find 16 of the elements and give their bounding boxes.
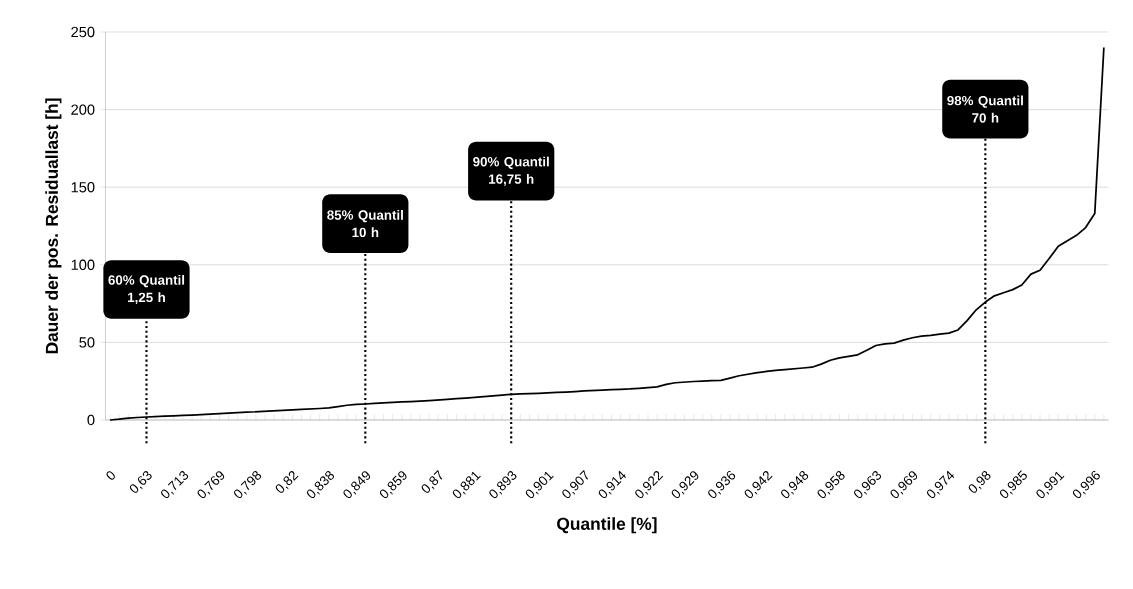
y-tick-label: 0 <box>87 414 95 426</box>
x-tick-label: 0,82 <box>275 471 299 493</box>
x-tick-label: 0 <box>106 471 115 480</box>
y-tick-label: 200 <box>71 104 95 115</box>
x-axis-title: Quantile [%] <box>557 517 657 534</box>
ref-line-label: 85% Quantil 10 h <box>327 209 403 238</box>
ref-line-label: 60% Quantil 1,25 h <box>108 274 185 305</box>
y-axis-title: Dauer der pos. Residuallast [h] <box>45 98 62 354</box>
y-tick-label: 50 <box>79 337 95 348</box>
ref-line-label: 98% Quantil 70 h <box>947 95 1023 123</box>
y-tick-label: 250 <box>71 26 95 38</box>
x-tick-label: 0,98 <box>968 471 991 493</box>
y-tick-label: 100 <box>71 259 95 270</box>
y-tick-label: 150 <box>71 182 95 193</box>
ref-line-label: 90% Quantil 16,75 h <box>473 156 549 186</box>
x-tick-label: 0,63 <box>129 471 152 493</box>
